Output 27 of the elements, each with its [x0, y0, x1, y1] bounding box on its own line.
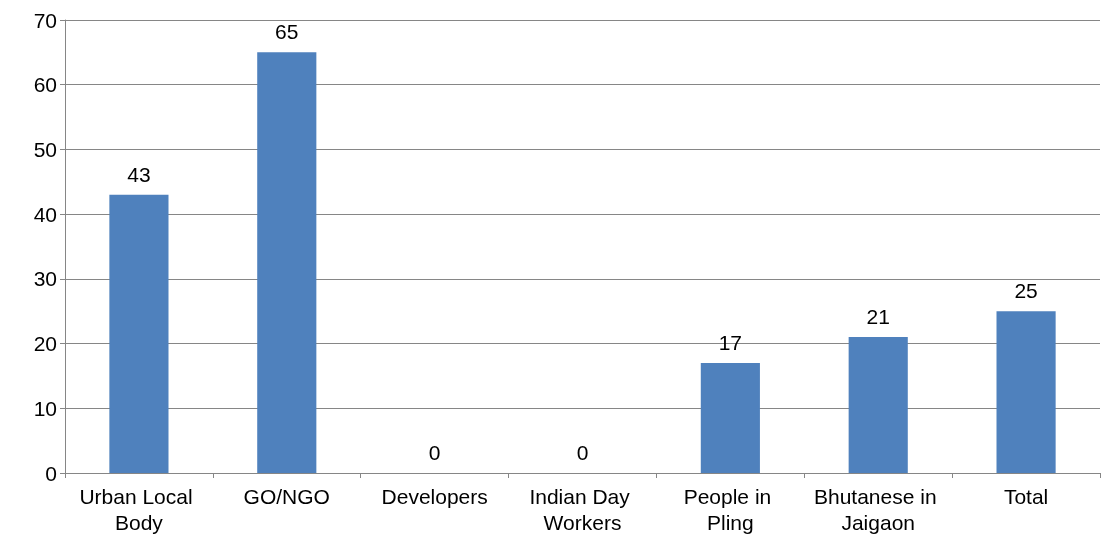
y-tick-label: 10	[33, 396, 57, 420]
y-tick-label: 30	[33, 267, 57, 291]
x-tick-label: People in Pling	[683, 484, 778, 534]
x-tick-label: Urban Local Body	[79, 484, 199, 534]
data-label: 0	[576, 441, 589, 464]
data-label: 0	[428, 441, 441, 464]
y-tick-label: 70	[33, 8, 57, 32]
y-tick-label: 50	[33, 137, 57, 161]
data-label: 21	[866, 305, 890, 329]
x-tick-label: Bhutanese in Jaigaon	[814, 484, 943, 534]
x-tick-label: GO/NGO	[243, 484, 330, 508]
y-tick-label: 60	[33, 73, 57, 97]
x-tick-label: Total	[1003, 484, 1049, 508]
data-label: 17	[718, 330, 743, 354]
bar	[257, 52, 317, 473]
bar	[848, 337, 908, 473]
bar	[109, 194, 169, 473]
bar	[700, 362, 760, 473]
x-tick-label: Developers	[381, 484, 488, 508]
data-label: 43	[127, 162, 151, 186]
y-tick-label: 0	[45, 461, 57, 485]
data-label: 65	[275, 20, 299, 44]
x-tick-label: Indian Day Workers	[529, 484, 636, 534]
data-label: 25	[1014, 279, 1038, 303]
y-tick-label: 40	[33, 202, 57, 226]
y-tick-label: 20	[33, 332, 57, 356]
bar	[996, 311, 1056, 473]
